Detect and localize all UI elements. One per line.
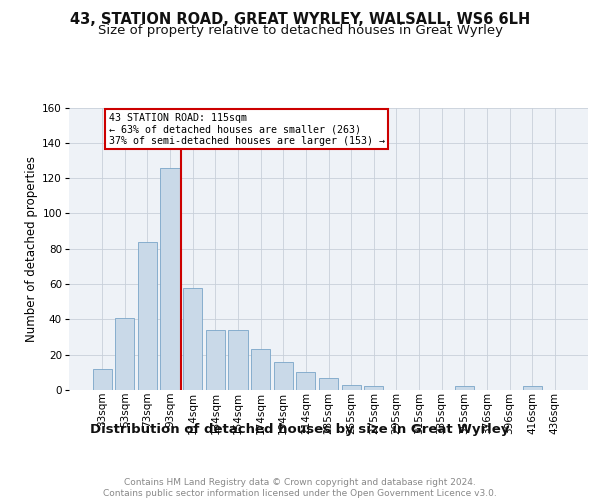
Text: 43, STATION ROAD, GREAT WYRLEY, WALSALL, WS6 6LH: 43, STATION ROAD, GREAT WYRLEY, WALSALL,…	[70, 12, 530, 28]
Bar	[523, 386, 542, 390]
Bar	[319, 378, 338, 390]
Bar	[296, 372, 316, 390]
Bar	[229, 330, 248, 390]
Bar	[206, 330, 225, 390]
Bar	[364, 386, 383, 390]
Text: Distribution of detached houses by size in Great Wyrley: Distribution of detached houses by size …	[91, 422, 509, 436]
Bar	[160, 168, 180, 390]
Text: Size of property relative to detached houses in Great Wyrley: Size of property relative to detached ho…	[97, 24, 503, 37]
Bar	[251, 350, 270, 390]
Y-axis label: Number of detached properties: Number of detached properties	[25, 156, 38, 342]
Text: 43 STATION ROAD: 115sqm
← 63% of detached houses are smaller (263)
37% of semi-d: 43 STATION ROAD: 115sqm ← 63% of detache…	[109, 113, 385, 146]
Bar	[274, 362, 293, 390]
Bar	[341, 384, 361, 390]
Bar	[115, 318, 134, 390]
Bar	[92, 369, 112, 390]
Text: Contains HM Land Registry data © Crown copyright and database right 2024.
Contai: Contains HM Land Registry data © Crown c…	[103, 478, 497, 498]
Bar	[183, 288, 202, 390]
Bar	[455, 386, 474, 390]
Bar	[138, 242, 157, 390]
